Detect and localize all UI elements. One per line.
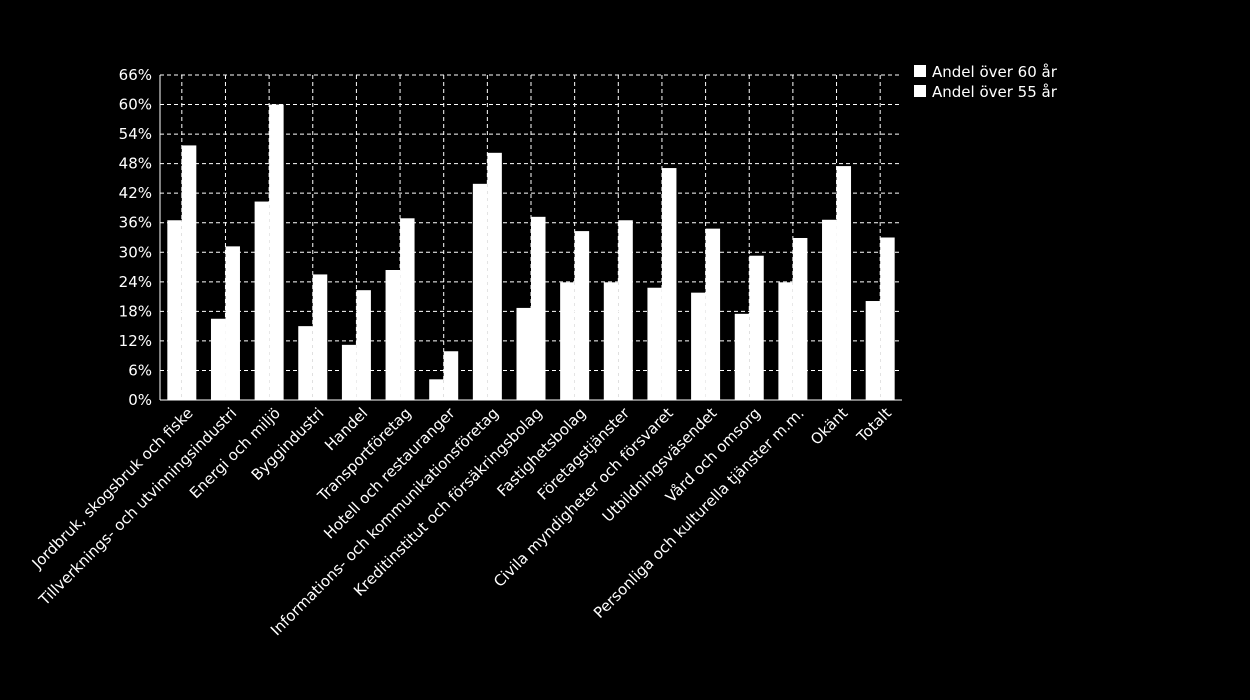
- bar-series-0: [603, 282, 619, 400]
- bar-series-0: [865, 301, 881, 400]
- bar-series-0: [429, 379, 444, 400]
- y-tick-label: 42%: [119, 184, 152, 202]
- bar-series-1: [400, 218, 415, 400]
- bar-series-1: [792, 237, 808, 400]
- y-tick-label: 54%: [119, 125, 152, 143]
- bar-series-1: [531, 216, 546, 400]
- legend: Andel över 60 år Andel över 55 år: [914, 63, 1058, 101]
- y-tick-label: 30%: [119, 243, 152, 261]
- bar-series-1: [574, 231, 590, 400]
- y-tick-label: 12%: [119, 332, 152, 350]
- bar-series-0: [560, 282, 575, 400]
- bar-series-1: [312, 274, 328, 400]
- bar-series-0: [822, 219, 837, 400]
- legend-label-series-1: Andel över 55 år: [932, 83, 1058, 101]
- bar-series-0: [734, 313, 750, 400]
- bar-series-1: [618, 220, 633, 400]
- y-tick-label: 0%: [128, 391, 152, 409]
- bar-series-0: [778, 282, 793, 400]
- y-tick-label: 60%: [119, 96, 152, 114]
- bar-series-1: [225, 246, 240, 400]
- bar-series-1: [356, 290, 371, 400]
- bar-series-1: [661, 168, 677, 400]
- bar-series-0: [210, 318, 226, 400]
- y-tick-label: 18%: [119, 302, 152, 320]
- category-label: Totalt: [853, 404, 895, 446]
- bar-series-1: [705, 228, 721, 400]
- category-label: Tillverknings- och utvinningsindustri: [35, 404, 241, 610]
- axes: [159, 75, 902, 401]
- bar-series-0: [167, 220, 182, 400]
- bar-series-1: [487, 152, 502, 400]
- legend-label-series-0: Andel över 60 år: [932, 63, 1058, 81]
- bar-series-1: [181, 145, 197, 400]
- bar-series-0: [691, 292, 706, 400]
- bar-series-0: [647, 287, 662, 400]
- bar-series-0: [298, 326, 313, 400]
- bar-series-1: [269, 104, 284, 400]
- bar-series-1: [880, 237, 895, 400]
- y-tick-label: 24%: [119, 273, 152, 291]
- bars: [167, 104, 895, 400]
- y-tick-label: 66%: [119, 66, 152, 84]
- bar-series-0: [341, 344, 357, 400]
- bar-series-1: [749, 255, 764, 400]
- bar-series-0: [385, 270, 401, 400]
- category-label: Jordbruk, skogsbruk och fiske: [28, 404, 197, 573]
- y-tick-label: 36%: [119, 214, 152, 232]
- legend-swatch-series-0: [914, 65, 926, 77]
- bar-series-1: [443, 351, 459, 400]
- legend-swatch-series-1: [914, 85, 926, 97]
- bar-series-0: [472, 183, 488, 400]
- bar-series-1: [836, 166, 852, 400]
- bar-series-0: [254, 201, 270, 400]
- category-label: Okänt: [807, 404, 851, 448]
- bar-series-0: [516, 307, 531, 400]
- y-tick-label: 48%: [119, 155, 152, 173]
- category-labels: Jordbruk, skogsbruk och fiskeTillverknin…: [28, 404, 895, 640]
- y-tick-labels: 0% 6% 12% 18% 24% 30% 36% 42% 48% 54% 60% 66%: [119, 66, 152, 409]
- y-tick-label: 6%: [128, 361, 152, 379]
